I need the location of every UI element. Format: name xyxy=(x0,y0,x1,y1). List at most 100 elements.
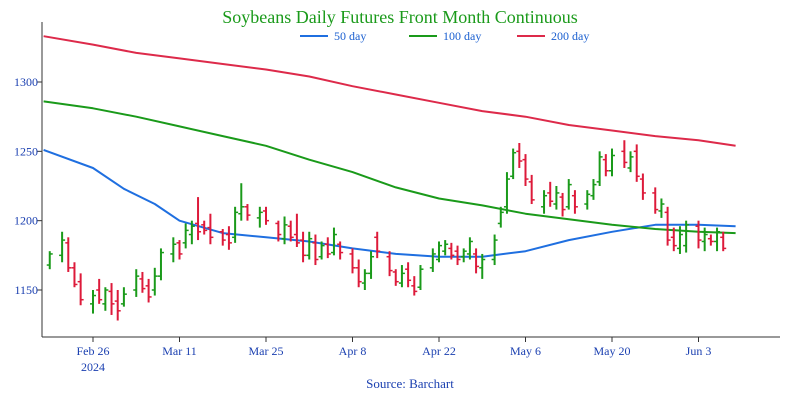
price-bar xyxy=(182,223,189,249)
year-label: 2024 xyxy=(81,360,105,374)
price-bar xyxy=(541,190,548,214)
price-bar xyxy=(639,173,646,200)
legend-label: 200 day xyxy=(551,29,589,43)
x-tick-label: May 20 xyxy=(594,344,631,358)
price-bar xyxy=(522,154,529,186)
x-tick-label: Apr 22 xyxy=(422,344,456,358)
x-tick-label: Mar 25 xyxy=(249,344,284,358)
price-bar xyxy=(429,248,436,272)
price-bar xyxy=(232,206,239,243)
price-bar xyxy=(596,151,603,186)
price-bar xyxy=(108,283,115,315)
x-tick-label: Mar 11 xyxy=(162,344,197,358)
price-bar xyxy=(170,237,177,263)
price-bar xyxy=(324,237,331,259)
price-bar xyxy=(701,227,708,252)
price-bars xyxy=(46,140,727,321)
price-bar xyxy=(300,231,307,263)
price-bar xyxy=(361,269,368,290)
price-bar xyxy=(374,231,381,259)
x-axis-ticks: Feb 26 Mar 11 Mar 25 Apr 8 Apr 22 May 6 May 20… xyxy=(77,337,711,358)
price-bar xyxy=(602,154,609,177)
price-bar xyxy=(90,290,96,314)
price-bar xyxy=(454,245,461,266)
price-bar xyxy=(139,271,146,293)
price-bar xyxy=(281,216,288,245)
y-axis-ticks: 1150 1200 1250 1300 xyxy=(14,75,42,297)
price-bar xyxy=(571,190,578,214)
price-bar xyxy=(120,287,127,307)
price-bar xyxy=(188,220,195,245)
price-bar xyxy=(609,148,615,177)
price-bar xyxy=(503,172,510,214)
price-bar xyxy=(417,265,424,290)
y-tick-label: 1150 xyxy=(14,283,38,297)
legend-item: 200 day xyxy=(517,29,589,43)
price-bar xyxy=(157,248,164,281)
ma-line-100-day xyxy=(43,100,736,235)
price-bar xyxy=(510,148,517,180)
x-tick-label: May 6 xyxy=(510,344,541,358)
price-bar xyxy=(676,226,683,254)
price-bar xyxy=(405,262,412,288)
price-bar xyxy=(720,231,727,252)
price-bar xyxy=(195,197,202,241)
legend-label: 50 day xyxy=(334,29,366,43)
legend-item: 100 day xyxy=(409,29,481,43)
legend-item: 50 day xyxy=(300,29,366,43)
moving-average-lines xyxy=(43,35,736,258)
price-bar xyxy=(176,240,183,260)
price-bar xyxy=(151,267,158,296)
price-bar xyxy=(436,241,442,263)
price-bar xyxy=(670,227,677,252)
price-bar xyxy=(238,183,245,221)
price-bar xyxy=(65,237,72,272)
price-bar xyxy=(287,220,294,242)
price-bar xyxy=(306,231,313,260)
price-bar xyxy=(46,251,53,270)
price-bar xyxy=(96,278,103,304)
ma-line-200-day xyxy=(43,35,736,147)
price-bar xyxy=(263,206,269,225)
source-label: Source: Barchart xyxy=(366,376,454,391)
price-bar xyxy=(275,220,282,242)
price-bar xyxy=(497,206,504,228)
price-bar xyxy=(207,213,214,245)
y-tick-label: 1300 xyxy=(14,75,38,89)
price-bar xyxy=(627,151,634,173)
price-bar xyxy=(658,198,665,218)
price-bar xyxy=(559,192,566,217)
price-bar xyxy=(337,241,344,260)
price-bar xyxy=(633,144,640,182)
price-bar xyxy=(71,262,78,288)
price-bar xyxy=(368,251,375,279)
ma-line-50-day xyxy=(43,148,736,258)
price-bar xyxy=(312,234,319,266)
price-bar xyxy=(683,220,690,253)
price-bar xyxy=(392,269,399,286)
price-bar xyxy=(386,251,393,277)
price-bar xyxy=(256,206,263,228)
price-bar xyxy=(652,187,659,214)
price-bar xyxy=(460,248,467,263)
price-bar xyxy=(411,276,418,296)
price-bar xyxy=(77,273,84,306)
price-bar xyxy=(219,228,226,246)
price-bar xyxy=(349,248,356,274)
price-bar xyxy=(442,240,449,256)
price-bar xyxy=(466,237,473,260)
price-bar xyxy=(479,253,486,279)
price-bar xyxy=(133,269,140,297)
price-bar xyxy=(355,259,362,288)
price-bar xyxy=(547,181,554,207)
price-bar xyxy=(293,213,300,248)
chart-title: Soybeans Daily Futures Front Month Conti… xyxy=(222,7,578,27)
price-bar xyxy=(102,287,109,311)
price-bar xyxy=(553,186,560,210)
price-bar xyxy=(491,234,498,266)
price-bar xyxy=(707,234,714,246)
price-bar xyxy=(695,220,702,249)
y-tick-label: 1200 xyxy=(14,214,38,228)
price-bar xyxy=(318,241,325,260)
